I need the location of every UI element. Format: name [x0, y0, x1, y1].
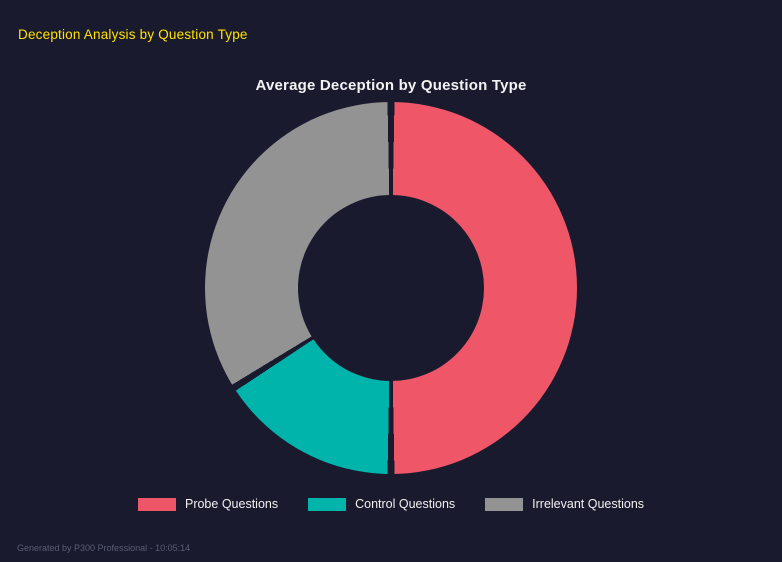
chart-title: Average Deception by Question Type	[255, 77, 527, 94]
page-title: Deception Analysis by Question Type	[18, 27, 248, 42]
generated-by-note: Generated by P300 Professional - 10:05:1…	[17, 543, 191, 553]
legend-label-probe: Probe Questions	[184, 497, 279, 511]
donut-hole	[298, 195, 484, 381]
legend-item-probe[interactable]: Probe Questions	[137, 497, 279, 511]
legend-label-control: Control Questions	[355, 497, 456, 511]
legend-item-control[interactable]: Control Questions	[308, 497, 455, 511]
donut-chart[interactable]	[205, 102, 577, 474]
irrelevant-color-swatch	[485, 497, 524, 511]
legend-item-irrelevant[interactable]: Irrelevant Questions	[485, 497, 644, 511]
chart-legend: Probe Questions Control Questions Irrele…	[0, 497, 782, 511]
legend-label-irrelevant: Irrelevant Questions	[532, 497, 645, 511]
probe-color-swatch	[137, 497, 176, 511]
control-color-swatch	[308, 497, 347, 511]
